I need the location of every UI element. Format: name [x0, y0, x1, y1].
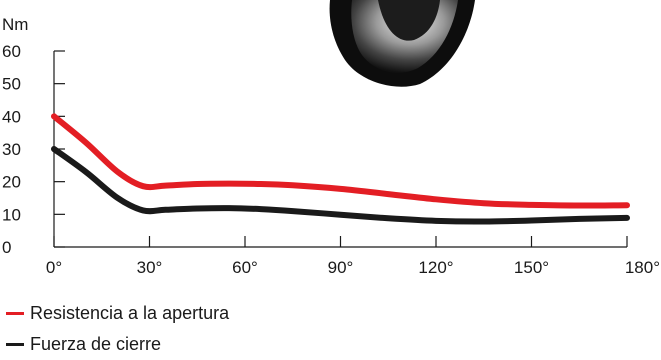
x-tick-label: 150° [514, 258, 549, 277]
legend-label: Fuerza de cierre [30, 334, 162, 354]
series-line-resistencia [51, 113, 630, 209]
legend-label: Resistencia a la apertura [30, 303, 230, 323]
hinge-product-photo [329, 0, 475, 87]
series-lines [51, 113, 630, 225]
y-axis-label: Nm [2, 15, 28, 34]
legend-swatch-black [6, 343, 24, 346]
chart: 0 10 20 30 40 50 60 0° 30° 60° 90° 120° 150° 180° Nm [2, 0, 660, 277]
legend-item-resistencia: Resistencia a la apertura [6, 298, 229, 329]
y-axis-ticks: 0 10 20 30 40 50 60 [2, 42, 65, 257]
y-tick-label: 20 [2, 173, 21, 192]
y-tick-label: 50 [2, 75, 21, 94]
x-tick-label: 180° [625, 258, 660, 277]
x-tick-label: 120° [418, 258, 453, 277]
y-tick-label: 30 [2, 140, 21, 159]
x-tick-label: 30° [137, 258, 163, 277]
x-tick-label: 60° [232, 258, 258, 277]
legend: Resistencia a la apertura Fuerza de cier… [6, 298, 229, 360]
y-tick-label: 40 [2, 107, 21, 126]
legend-item-fuerza: Fuerza de cierre [6, 329, 229, 360]
x-axis-ticks: 0° 30° 60° 90° 120° 150° 180° [46, 236, 660, 277]
y-tick-label: 0 [2, 238, 11, 257]
y-tick-label: 60 [2, 42, 21, 61]
legend-swatch-red [6, 312, 24, 315]
x-tick-label: 0° [46, 258, 62, 277]
y-tick-label: 10 [2, 205, 21, 224]
x-tick-label: 90° [328, 258, 354, 277]
series-line-fuerza [51, 146, 630, 225]
